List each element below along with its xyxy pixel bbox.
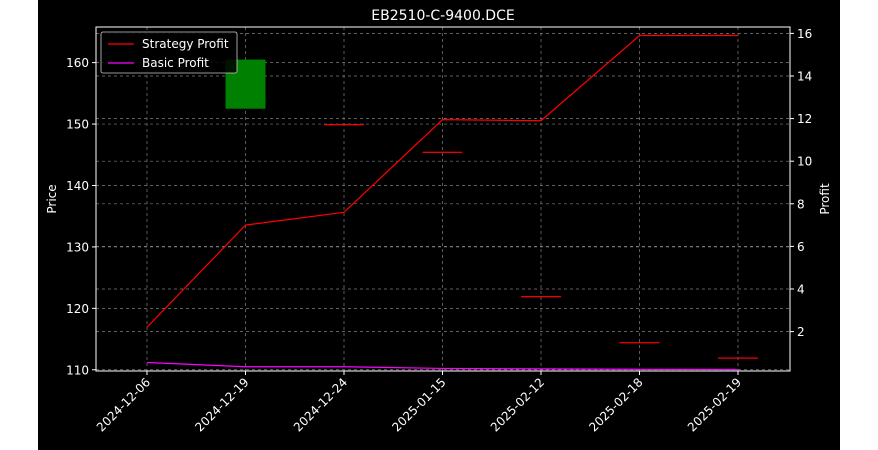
left-tick-label: 160 <box>66 56 89 70</box>
left-tick-label: 150 <box>66 118 89 132</box>
legend: Strategy Profit Basic Profit <box>100 31 238 74</box>
left-tick-label: 110 <box>66 363 89 377</box>
candle-4 <box>619 342 660 344</box>
chart-title: EB2510-C-9400.DCE <box>371 8 514 24</box>
x-tick-label: 2025-01-15 <box>389 375 448 434</box>
left-tick-label: 130 <box>66 240 89 254</box>
x-tick-label: 2025-02-18 <box>586 375 645 434</box>
right-tick-label: 16 <box>797 27 812 41</box>
series-line-0 <box>146 34 738 328</box>
right-tick-label: 12 <box>797 112 812 126</box>
plot-frame <box>95 26 791 372</box>
legend-label-basic-profit: Basic Profit <box>142 56 209 70</box>
chart-figure: 110 120 130 140 150 160 2 4 6 8 10 12 14 16 2024-12-… <box>38 0 840 450</box>
right-tick-label: 2 <box>797 325 805 339</box>
candle-layer <box>225 59 758 359</box>
x-axis: 2024-12-06 2024-12-19 2024-12-24 2025-01-15… <box>94 371 744 434</box>
series-line-1 <box>146 361 739 371</box>
legend-label-strategy-profit: Strategy Profit <box>142 37 229 51</box>
right-tick-label: 10 <box>797 155 812 169</box>
right-tick-label: 8 <box>797 197 805 211</box>
y-axis-label-right: Profit <box>818 183 832 215</box>
line-layer <box>146 34 739 371</box>
left-y-axis: 110 120 130 140 150 160 <box>66 56 96 377</box>
candle-1 <box>324 124 364 126</box>
x-tick-label: 2025-02-19 <box>685 375 744 434</box>
candle-3 <box>521 296 561 298</box>
grid-layer <box>96 27 790 371</box>
candle-2 <box>422 151 463 153</box>
chart-svg: 110 120 130 140 150 160 2 4 6 8 10 12 14 16 2024-12-… <box>45 8 832 434</box>
y-axis-label-left: Price <box>45 184 59 213</box>
left-tick-label: 120 <box>66 302 89 316</box>
left-tick-label: 140 <box>66 179 89 193</box>
right-y-axis: 2 4 6 8 10 12 14 16 <box>790 27 812 339</box>
candle-5 <box>718 357 758 359</box>
x-tick-label: 2024-12-06 <box>94 375 153 434</box>
right-tick-label: 4 <box>797 282 805 296</box>
right-tick-label: 14 <box>797 69 812 83</box>
x-tick-label: 2024-12-19 <box>192 375 251 434</box>
x-tick-label: 2025-02-12 <box>488 375 547 434</box>
x-tick-label: 2024-12-24 <box>291 375 350 434</box>
right-tick-label: 6 <box>797 240 805 254</box>
legend-box <box>100 31 238 74</box>
